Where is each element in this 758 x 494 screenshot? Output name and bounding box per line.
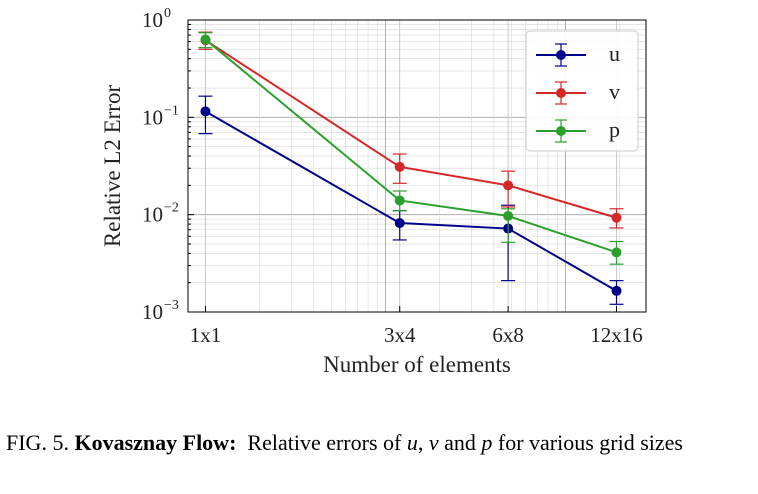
y-tick-exponent: −2 [164,201,179,216]
data-point [503,210,514,221]
data-point [611,285,622,296]
data-point [611,247,622,258]
series-v [198,31,624,229]
y-tick-label: 10 −3 [142,298,179,324]
data-point [503,180,514,191]
data-point [200,106,211,117]
plot-frame [187,19,647,313]
y-tick-base: 10 [142,203,163,227]
legend-box [525,30,639,152]
legend-marker [556,50,566,60]
y-tick-exponent: −3 [164,298,179,313]
x-tick-label: 1x1 [190,323,222,347]
series-line [204,38,617,254]
data-point [611,212,622,223]
y-axis-label: Relative L2 Error [100,85,125,248]
legend: uvp [525,30,639,152]
x-tick-label: 6x8 [492,323,524,347]
legend-item-p: p [536,117,620,143]
figure-caption: FIG. 5. Kovasznay Flow: Relative errors … [6,428,756,458]
data-point [394,161,405,172]
x-tick-label: 12x16 [590,323,643,347]
y-tick-base: 10 [142,300,163,324]
legend-marker [556,88,566,98]
legend-marker [556,126,566,136]
legend-label: u [609,41,620,66]
caption-var-u: u [406,430,418,455]
data-point [394,218,405,229]
caption-text-1: Relative errors of [247,430,407,455]
caption-text-2: and [438,430,482,455]
caption-sep-1: , [417,430,429,455]
series-group [198,31,624,305]
caption-prefix: FIG. 5. [6,430,75,455]
series-line [204,110,617,292]
series-u [198,95,624,305]
caption-text-3: for various grid sizes [492,430,683,455]
caption-var-v: v [428,430,439,455]
data-point [394,195,405,206]
series-line [204,39,617,219]
x-tick-label: 3x4 [384,323,416,347]
caption-title: Kovasznay Flow: [74,430,237,455]
x-axis-label: Number of elements [323,352,511,377]
y-tick-label: 10 −2 [142,201,179,227]
series-p [198,32,624,265]
legend-item-u: u [536,41,620,67]
caption-var-p: p [481,430,493,455]
y-tick-base: 10 [142,105,163,129]
y-tick-label: 10 −1 [142,103,179,129]
data-point [200,34,211,45]
y-tick-exponent: −1 [164,103,179,118]
y-tick-base: 10 [142,8,163,32]
y-tick-exponent: 0 [164,6,171,21]
y-tick-label: 10 0 [142,6,171,32]
legend-item-v: v [536,79,620,105]
legend-label: p [609,117,620,142]
legend-label: v [609,79,620,104]
